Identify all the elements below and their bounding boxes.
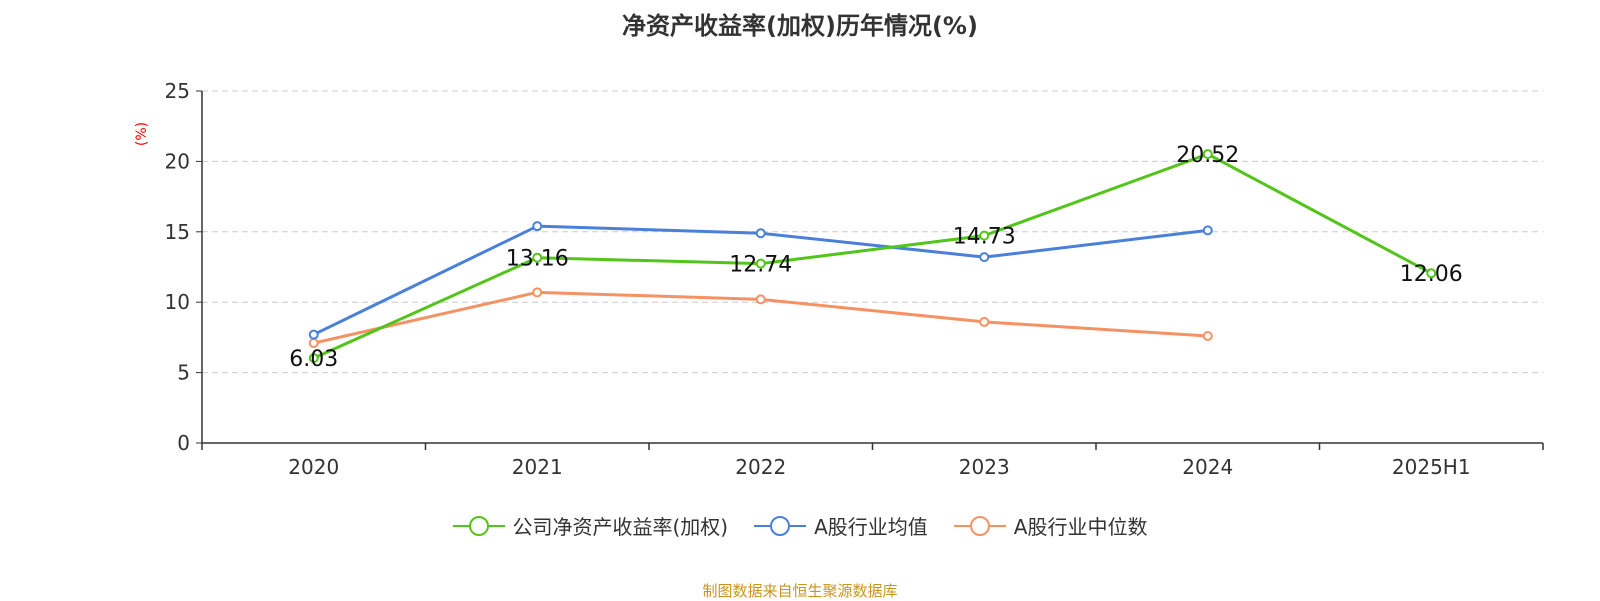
y-tick-label: 10	[165, 290, 190, 314]
data-point	[755, 258, 766, 269]
series-lines	[308, 149, 1437, 364]
data-point	[755, 294, 766, 305]
y-tick-label: 15	[165, 220, 190, 244]
x-tick-label: 2023	[959, 455, 1010, 479]
data-label: 12.06	[1400, 262, 1463, 287]
legend-label: 公司净资产收益率(加权)	[512, 515, 729, 539]
data-point	[1202, 149, 1213, 160]
data-point	[755, 228, 766, 239]
data-point	[532, 287, 543, 298]
data-point	[979, 230, 990, 241]
chart-title: 净资产收益率(加权)历年情况(%)	[622, 12, 978, 40]
data-point	[1202, 225, 1213, 236]
data-point	[532, 221, 543, 232]
legend-label: A股行业中位数	[1013, 515, 1148, 539]
x-tick-label: 2024	[1182, 455, 1233, 479]
data-point	[1426, 268, 1437, 279]
data-labels: 6.03 13.16 12.74 14.73 20.52 12.06	[289, 143, 1462, 372]
line-chart: 0 5 10 15 20 25 2020 2021 2022 2023 2024 2025H1 6.0…	[165, 79, 1544, 479]
legend-item-industry-median[interactable]: A股行业中位数	[953, 511, 1148, 540]
data-point	[979, 316, 990, 327]
legend-label: A股行业均值	[814, 515, 928, 539]
data-point	[979, 252, 990, 263]
data-point	[308, 338, 319, 349]
legend: 公司净资产收益率(加权) A股行业均值 A股行业中位数	[0, 511, 1600, 540]
series-line-1	[313, 224, 1208, 336]
x-tick-label: 2020	[288, 455, 339, 479]
data-label: 14.73	[953, 225, 1016, 250]
legend-item-company-roe[interactable]: 公司净资产收益率(加权)	[452, 511, 729, 540]
data-point	[308, 329, 319, 340]
x-tick-label: 2022	[735, 455, 786, 479]
data-point	[308, 353, 319, 364]
y-tick-label: 0	[177, 431, 190, 455]
legend-circle-icon	[754, 515, 807, 536]
data-label: 20.52	[1176, 143, 1239, 168]
series-line-0	[313, 152, 1432, 360]
y-tick-label: 20	[165, 149, 190, 173]
data-label: 13.16	[506, 247, 569, 272]
data-label: 12.74	[729, 253, 792, 278]
axes: 0 5 10 15 20 25 2020 2021 2022 2023 2024 2025H1	[165, 79, 1544, 479]
x-tick-label: 2021	[512, 455, 563, 479]
data-label: 6.03	[289, 347, 338, 372]
legend-item-industry-mean[interactable]: A股行业均值	[754, 511, 928, 540]
legend-circle-icon	[452, 515, 505, 536]
data-point	[1202, 330, 1213, 341]
legend-circle-icon	[953, 515, 1006, 536]
data-point	[532, 252, 543, 263]
grid-lines	[202, 90, 1543, 374]
x-tick-label: 2025H1	[1392, 455, 1471, 479]
y-tick-label: 5	[177, 361, 190, 385]
data-source-note: 制图数据来自恒生聚源数据库	[702, 582, 898, 600]
y-tick-label: 25	[165, 79, 190, 103]
